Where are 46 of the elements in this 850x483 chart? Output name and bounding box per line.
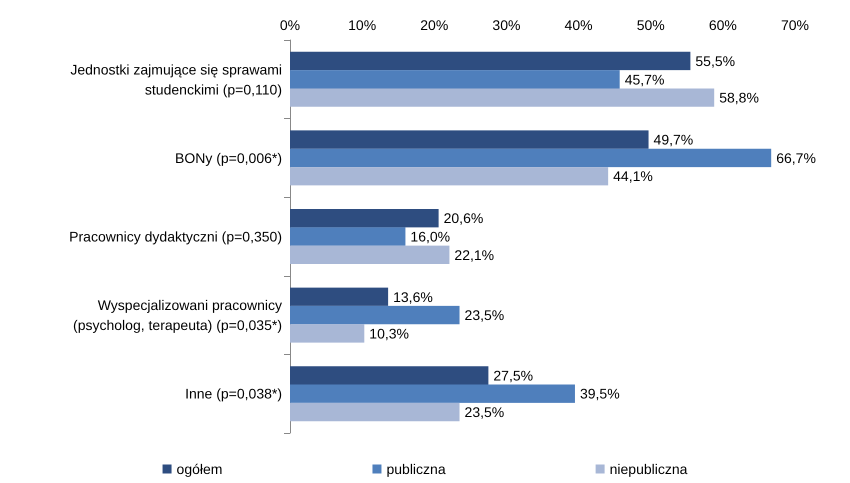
data-label: 66,7%	[776, 150, 816, 166]
bar	[290, 227, 406, 246]
legend-label: ogółem	[176, 461, 222, 477]
legend-label: niepubliczna	[610, 461, 688, 477]
data-label: 10,3%	[369, 325, 410, 342]
data-label: 23,5%	[464, 307, 504, 324]
x-tick-label: 0%	[280, 17, 300, 33]
bar	[290, 130, 649, 149]
data-label: 45,7%	[624, 71, 664, 88]
x-tick-label: 40%	[564, 17, 593, 33]
data-label: 20,6%	[444, 210, 484, 226]
bar	[290, 384, 575, 403]
bar	[290, 324, 364, 343]
data-label: 13,6%	[393, 288, 433, 305]
bar	[290, 70, 620, 88]
data-label: 22,1%	[454, 246, 494, 263]
bar	[290, 208, 439, 228]
x-tick-label: 70%	[780, 17, 810, 33]
y-tick-label: Pracownicy dydaktyczni (p=0,350)	[69, 228, 282, 244]
data-label: 44,1%	[613, 168, 653, 184]
data-label: 23,5%	[464, 404, 504, 420]
data-label: 16,0%	[410, 228, 450, 244]
bar	[290, 402, 460, 422]
bar	[290, 167, 608, 186]
bar	[290, 306, 460, 324]
data-label: 49,7%	[654, 132, 694, 148]
y-tick-label: Inne (p=0,038*)	[185, 386, 282, 402]
y-tick-label: BONy (p=0,006*)	[175, 150, 282, 166]
bar	[290, 88, 714, 107]
data-label: 55,5%	[695, 52, 736, 69]
x-tick-label: 20%	[420, 17, 448, 33]
x-tick-label: 30%	[492, 17, 520, 33]
bar	[290, 148, 772, 168]
bar	[290, 52, 690, 70]
y-tick-label: Wyspecjalizowani pracownicy (psycholog, terapeuta) (p=0,035*)	[73, 297, 282, 334]
bar	[290, 246, 450, 264]
data-label: 39,5%	[580, 386, 620, 402]
x-tick-label: 50%	[636, 17, 665, 33]
y-tick-label: Jednostki zajmujące się sprawami studenckimi (p=0,110)	[70, 61, 282, 98]
data-label: 58,8%	[719, 90, 759, 106]
bar	[290, 288, 388, 306]
x-tick-label: 60%	[708, 17, 737, 33]
bar	[290, 366, 488, 385]
data-label: 27,5%	[493, 367, 534, 384]
legend-label: publiczna	[386, 461, 446, 477]
x-tick-label: 10%	[348, 17, 376, 33]
